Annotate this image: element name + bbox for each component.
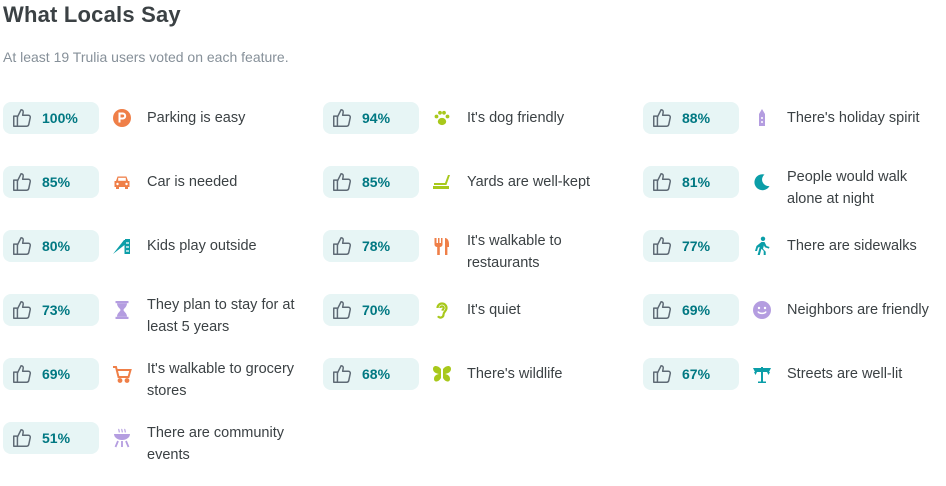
feature-item: 88% There's holiday spirit [643, 102, 943, 166]
vote-badge: 94% [323, 102, 419, 134]
feature-label: Neighbors are friendly [787, 302, 929, 318]
thumbs-up-icon [11, 299, 33, 321]
feature-item: 80% Kids play outside [3, 230, 323, 294]
thumbs-up-icon [651, 235, 673, 257]
vote-badge: 85% [323, 166, 419, 198]
vote-badge: 78% [323, 230, 419, 262]
vote-badge: 73% [3, 294, 99, 326]
vote-percent: 68% [362, 366, 391, 382]
vote-badge: 67% [643, 358, 739, 390]
thumbs-up-icon [11, 363, 33, 385]
vote-badge: 51% [3, 422, 99, 454]
thumbs-up-icon [331, 171, 353, 193]
thumbs-up-icon [11, 107, 33, 129]
feature-label: It's quiet [467, 302, 521, 318]
feature-label: There's holiday spirit [787, 110, 920, 126]
vote-percent: 88% [682, 110, 711, 126]
feature-item: 70% It's quiet [323, 294, 643, 358]
vote-percent: 69% [682, 302, 711, 318]
smile-icon [751, 294, 773, 326]
thumbs-up-icon [331, 107, 353, 129]
paw-icon [431, 102, 453, 134]
feature-label: It's dog friendly [467, 110, 565, 126]
vote-percent: 81% [682, 174, 711, 190]
feature-label: There are community events [147, 425, 284, 463]
feature-label: It's walkable to restaurants [467, 233, 562, 271]
vote-badge: 81% [643, 166, 739, 198]
vote-percent: 94% [362, 110, 391, 126]
butterfly-icon [431, 358, 453, 390]
lawnmower-icon [431, 166, 453, 198]
vote-percent: 77% [682, 238, 711, 254]
moon-icon [751, 166, 773, 198]
feature-label: It's walkable to grocery stores [147, 361, 295, 399]
slide-icon [111, 230, 133, 262]
vote-badge: 77% [643, 230, 739, 262]
vote-badge: 69% [3, 358, 99, 390]
feature-item: 67% Streets are well-lit [643, 358, 943, 422]
holiday-icon [751, 102, 773, 134]
feature-label: There are sidewalks [787, 238, 917, 254]
thumbs-up-icon [11, 171, 33, 193]
vote-percent: 73% [42, 302, 71, 318]
section-title: What Locals Say [3, 2, 181, 27]
walking-person-icon [751, 230, 773, 262]
feature-label: Kids play outside [147, 238, 257, 254]
grill-icon [111, 422, 133, 454]
feature-label: Streets are well-lit [787, 366, 903, 382]
thumbs-up-icon [11, 427, 33, 449]
vote-badge: 68% [323, 358, 419, 390]
feature-item: 69% Neighbors are friendly [643, 294, 943, 358]
cart-icon [111, 358, 133, 390]
feature-label: They plan to stay for at least 5 years [147, 297, 295, 335]
thumbs-up-icon [331, 363, 353, 385]
vote-percent: 78% [362, 238, 391, 254]
thumbs-up-icon [331, 299, 353, 321]
feature-item: 100% Parking is easy [3, 102, 323, 166]
feature-item: 81% People would walk alone at night [643, 166, 943, 230]
feature-label: Car is needed [147, 174, 238, 190]
thumbs-up-icon [11, 235, 33, 257]
thumbs-up-icon [651, 171, 673, 193]
thumbs-up-icon [331, 235, 353, 257]
feature-item: 85% Car is needed [3, 166, 323, 230]
utensils-icon [431, 230, 453, 262]
vote-badge: 80% [3, 230, 99, 262]
vote-percent: 70% [362, 302, 391, 318]
vote-percent: 85% [362, 174, 391, 190]
feature-item: 69% It's walkable to grocery stores [3, 358, 323, 422]
section-subtitle: At least 19 Trulia users voted on each f… [3, 49, 289, 65]
thumbs-up-icon [651, 363, 673, 385]
vote-badge: 85% [3, 166, 99, 198]
thumbs-up-icon [651, 107, 673, 129]
vote-badge: 70% [323, 294, 419, 326]
feature-item: 85% Yards are well-kept [323, 166, 643, 230]
car-icon [111, 166, 133, 198]
vote-percent: 69% [42, 366, 71, 382]
feature-label: There's wildlife [467, 366, 563, 382]
feature-label: People would walk alone at night [787, 169, 908, 207]
vote-badge: 100% [3, 102, 99, 134]
feature-label: Yards are well-kept [467, 174, 591, 190]
features-grid: 100% Parking is easy 94% It's dog friendly 8… [3, 102, 943, 486]
streetlight-icon [751, 358, 773, 390]
hourglass-icon [111, 294, 133, 326]
vote-percent: 80% [42, 238, 71, 254]
feature-item: 94% It's dog friendly [323, 102, 643, 166]
feature-item: 51% There are community events [3, 422, 323, 486]
feature-item: 73% They plan to stay for at least 5 year… [3, 294, 323, 358]
vote-percent: 67% [682, 366, 711, 382]
parking-icon [111, 102, 133, 134]
ear-icon [431, 294, 453, 326]
vote-percent: 100% [42, 110, 78, 126]
thumbs-up-icon [651, 299, 673, 321]
vote-percent: 85% [42, 174, 71, 190]
vote-badge: 88% [643, 102, 739, 134]
feature-label: Parking is easy [147, 110, 246, 126]
vote-percent: 51% [42, 430, 71, 446]
feature-item: 68% There's wildlife [323, 358, 643, 422]
feature-item: 77% There are sidewalks [643, 230, 943, 294]
feature-item: 78% It's walkable to restaurants [323, 230, 643, 294]
vote-badge: 69% [643, 294, 739, 326]
